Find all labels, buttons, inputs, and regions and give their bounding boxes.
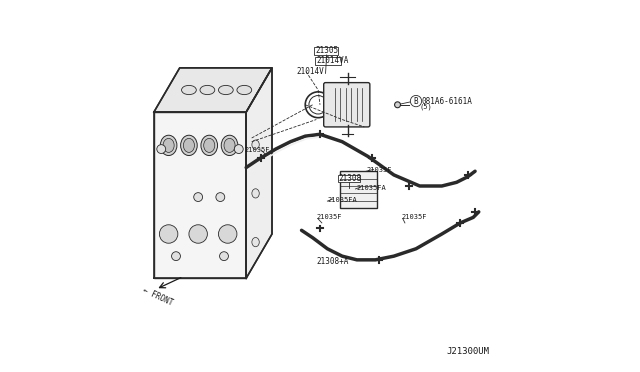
Text: 21035F: 21035F <box>316 214 342 220</box>
Text: 21014V: 21014V <box>296 67 324 76</box>
Text: 21014VA: 21014VA <box>316 56 348 65</box>
Ellipse shape <box>224 138 235 153</box>
Text: 21035F: 21035F <box>367 167 392 173</box>
Ellipse shape <box>237 86 252 94</box>
Ellipse shape <box>160 135 177 155</box>
Text: 081A6-6161A: 081A6-6161A <box>422 97 472 106</box>
Text: 21035FA: 21035FA <box>356 185 386 191</box>
Ellipse shape <box>218 86 233 94</box>
Text: J21300UM: J21300UM <box>447 347 490 356</box>
Ellipse shape <box>201 135 218 155</box>
FancyBboxPatch shape <box>338 175 360 182</box>
Circle shape <box>220 252 228 260</box>
Circle shape <box>216 193 225 202</box>
Text: B: B <box>413 97 419 106</box>
Ellipse shape <box>221 135 238 155</box>
Circle shape <box>172 252 180 260</box>
Circle shape <box>218 225 237 243</box>
Text: 21035FA: 21035FA <box>328 197 357 203</box>
Text: (5): (5) <box>420 103 433 110</box>
Ellipse shape <box>252 237 259 247</box>
Ellipse shape <box>204 138 215 153</box>
Circle shape <box>189 225 207 243</box>
Ellipse shape <box>200 86 215 94</box>
FancyBboxPatch shape <box>314 47 339 55</box>
Circle shape <box>159 225 178 243</box>
FancyBboxPatch shape <box>315 57 341 65</box>
Circle shape <box>395 102 401 108</box>
Text: 21308+A: 21308+A <box>317 257 349 266</box>
Ellipse shape <box>163 138 174 153</box>
Bar <box>340 171 377 208</box>
Ellipse shape <box>184 138 195 153</box>
Text: 21035F: 21035F <box>401 214 427 220</box>
Text: ← FRONT: ← FRONT <box>141 286 174 308</box>
Circle shape <box>194 193 203 202</box>
Circle shape <box>234 145 243 154</box>
Polygon shape <box>246 68 272 278</box>
Text: 21308: 21308 <box>339 174 362 183</box>
Text: 21035F: 21035F <box>244 147 270 153</box>
Ellipse shape <box>252 189 259 198</box>
Ellipse shape <box>252 140 259 149</box>
Polygon shape <box>154 112 246 278</box>
Text: 21305: 21305 <box>316 46 339 55</box>
Ellipse shape <box>180 135 197 155</box>
Circle shape <box>157 145 166 154</box>
Polygon shape <box>154 68 272 112</box>
Ellipse shape <box>182 86 196 94</box>
FancyBboxPatch shape <box>324 83 370 127</box>
